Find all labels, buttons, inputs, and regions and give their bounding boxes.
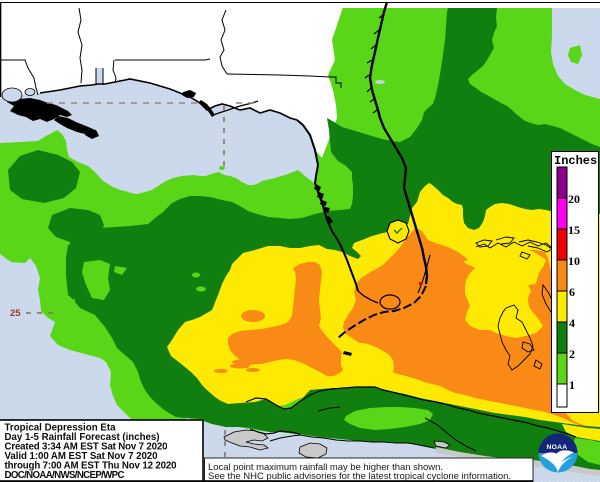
svg-text:25: 25 — [10, 308, 21, 319]
